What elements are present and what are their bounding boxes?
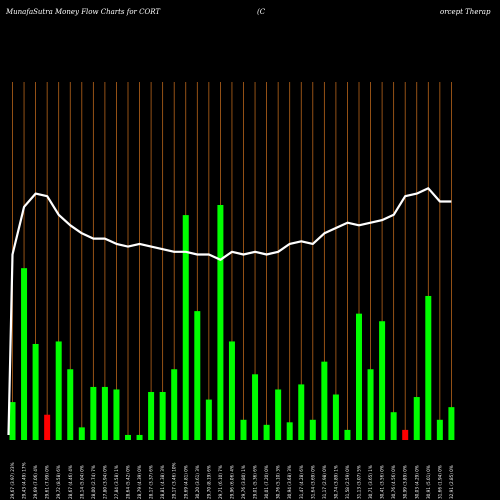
inflow-bar xyxy=(32,343,39,440)
inflow-bar xyxy=(321,361,328,440)
x-tick-label: 29,43 (4.49) 17% xyxy=(22,462,27,499)
inflow-bar xyxy=(448,407,455,440)
inflow-bar xyxy=(332,394,339,440)
x-tick-label: 27,80 (3.94) 0% xyxy=(102,465,107,499)
inflow-bar xyxy=(240,419,247,440)
inflow-bar xyxy=(205,399,212,440)
x-tick-label: 28,67 (4.46) 4% xyxy=(68,465,73,499)
x-tick-label: 28,64 (5.42) 0% xyxy=(126,465,131,499)
inflow-bar xyxy=(136,434,143,440)
inflow-bar xyxy=(263,424,270,440)
inflow-bar xyxy=(159,391,166,440)
inflow-bar xyxy=(356,313,362,440)
inflow-bar xyxy=(390,412,397,440)
inflow-bar xyxy=(55,341,62,440)
chart-title-mid: (C xyxy=(257,8,266,16)
inflow-bar xyxy=(436,419,443,440)
x-tick-label: 29,69 (7.06) 4% xyxy=(33,465,38,499)
x-tick-label: 28,17 (3.37) 6% xyxy=(149,465,154,499)
bars xyxy=(9,205,455,440)
x-tick-label: 30,94 (3.68) 3% xyxy=(287,465,292,499)
x-tick-label: 29,01 (5.36) 6% xyxy=(253,465,258,499)
chart-title-right: orcept Therap xyxy=(440,8,491,16)
x-tick-label: 29,61 (7.99) 0% xyxy=(45,465,50,499)
x-tick-label: 29,70 (8.19) 6% xyxy=(206,465,211,499)
x-tick-label: 31,47 (4.28) 6% xyxy=(299,465,304,499)
x-tick-label: 31,58 (2.59) 0% xyxy=(345,465,350,499)
x-tick-label: 29,96 (6.06) 4% xyxy=(229,465,234,499)
inflow-bar xyxy=(67,369,74,440)
inflow-bar xyxy=(78,427,85,440)
x-tick-label: 29,76 (3.80) 1% xyxy=(241,465,246,499)
x-tick-label: 30,91 (5.01) 0% xyxy=(426,465,431,499)
inflow-bar xyxy=(101,386,108,440)
outflow-bar xyxy=(44,414,51,440)
x-tick-label: 28,81 (4.38) 3% xyxy=(160,465,165,499)
inflow-bar xyxy=(113,389,120,440)
inflow-bar xyxy=(125,434,131,440)
chart-title-left: MunafaSutra Money Flow Charts for CORT xyxy=(5,8,161,16)
x-tick-label: 30,74 (3.89) 1% xyxy=(333,465,338,499)
inflow-bar xyxy=(286,422,293,440)
inflow-bar xyxy=(90,386,97,440)
inflow-bar xyxy=(275,389,282,440)
x-tick-label: 30,03 (4.29) 0% xyxy=(414,465,419,499)
x-tick-label: 29,69 (4.81) 0% xyxy=(183,465,188,499)
inflow-bar xyxy=(21,268,28,440)
x-tick-label: 30,71 (3.65) 1% xyxy=(368,465,373,499)
x-tick-label: 30,20 (3.61) 3% xyxy=(195,465,200,499)
x-tick-label: 28,14 (5.04) 0% xyxy=(79,465,84,499)
x-tick-label: 29,71 (6.10) 7% xyxy=(218,465,223,499)
x-tick-label: 31,17 (2.98) 0% xyxy=(322,465,327,499)
inflow-bar xyxy=(298,384,305,440)
inflow-bar xyxy=(344,429,351,440)
inflow-bar xyxy=(413,397,420,440)
x-tick-label: 30,99 (3.89) 0% xyxy=(403,465,408,499)
x-tick-label: 31,66 (1.94) 0% xyxy=(437,465,442,499)
inflow-bar xyxy=(425,295,432,440)
inflow-bar xyxy=(182,215,189,440)
inflow-bar xyxy=(217,205,224,440)
x-tick-labels: 29,67 (3.97) 23% 29,43 (4.49) 17% 29,69 (7… xyxy=(10,462,454,499)
inflow-bar xyxy=(367,369,374,440)
x-tick-label: 32,91 (2.85) 0% xyxy=(449,465,454,499)
inflow-bar xyxy=(171,369,178,440)
x-tick-label: 27,84 (3.58) 1% xyxy=(114,465,119,499)
gridlines xyxy=(12,82,452,440)
inflow-bar xyxy=(309,419,316,440)
x-tick-label: 31,64 (3.69) 0% xyxy=(310,465,315,499)
inflow-bar xyxy=(148,391,155,440)
x-tick-label: 30,76 (4.56) 0% xyxy=(391,465,396,499)
inflow-bar xyxy=(252,374,259,440)
x-tick-label: 30,76 (5.10) 3% xyxy=(276,465,281,499)
x-tick-label: 29,72 (8.58) 6% xyxy=(56,465,61,499)
inflow-bar xyxy=(228,341,235,440)
inflow-bar xyxy=(379,321,386,440)
money-flow-line xyxy=(7,187,452,436)
x-tick-label: 29,17 (3.46) 10% xyxy=(172,462,177,499)
x-tick-label: 29,67 (3.97) 23% xyxy=(10,462,15,499)
inflow-bar xyxy=(194,311,201,440)
x-tick-label: 30,41 (3.56) 0% xyxy=(380,465,385,499)
x-tick-label: 31,13 (3.07) 5% xyxy=(357,465,362,499)
inflow-bar xyxy=(9,402,16,440)
x-tick-label: 28,79 (4.39) 0% xyxy=(137,465,142,499)
x-tick-label: 28,00 (2.74) 7% xyxy=(91,465,96,499)
outflow-bar xyxy=(402,429,409,440)
money-flow-line-path xyxy=(7,187,452,436)
x-tick-label: 30,01 (7.20) 0% xyxy=(264,465,269,499)
